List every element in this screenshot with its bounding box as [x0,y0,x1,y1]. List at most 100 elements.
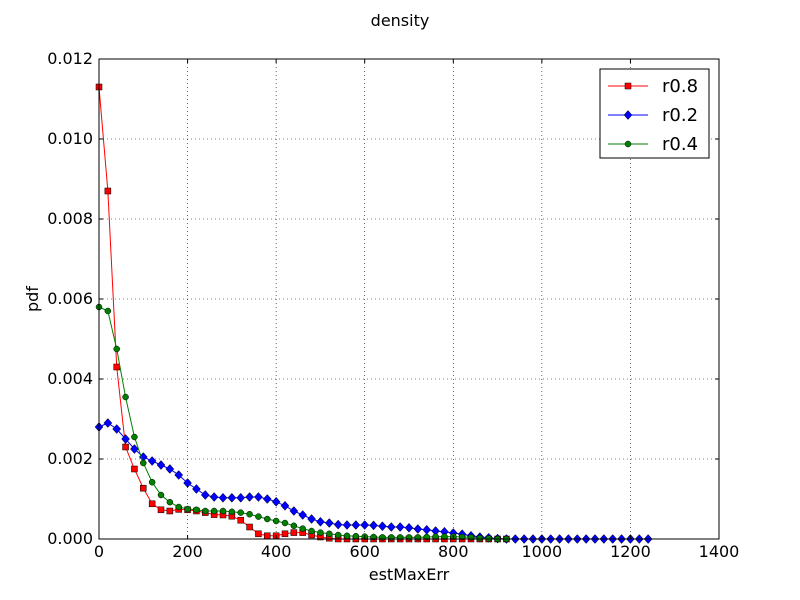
data-point-r0-2 [103,418,113,428]
data-point-r0-2 [200,490,210,500]
data-point-r0-2 [147,456,157,466]
data-point-r0-4 [210,507,218,515]
grid [99,59,719,539]
data-point-r0-8 [264,532,271,540]
data-point-r0-8 [290,529,298,536]
data-point-r0-4 [193,506,200,514]
y-tick-label: 0.006 [47,289,93,308]
data-point-r0-4 [246,510,253,518]
x-tick-label: 200 [172,542,203,561]
data-point-r0-2 [395,522,405,532]
data-point-r0-2 [324,518,334,528]
data-point-r0-4 [166,498,174,506]
y-tick-label: 0.002 [47,449,93,468]
data-point-r0-4 [184,505,191,513]
data-point-r0-4 [299,525,306,532]
data-point-r0-2 [236,492,246,503]
data-point-r0-2 [174,470,184,480]
data-point-r0-2 [271,496,281,507]
data-point-r0-2 [333,519,343,530]
data-point-r0-8 [157,506,165,514]
data-point-r0-4 [326,530,333,538]
data-point-r0-2 [360,520,370,530]
data-point-r0-4 [343,532,351,540]
legend: r0.8 r0.2 r0.4 [599,68,710,159]
x-tick-label: 0 [94,542,104,561]
data-point-r0-4 [140,459,147,467]
data-point-r0-4 [272,517,280,525]
data-point-r0-2 [227,492,237,503]
data-point-r0-2 [280,500,290,511]
legend-label-r0-8: r0.8 [662,76,698,97]
data-point-r0-8 [166,507,174,515]
data-point-r0-2 [183,478,192,488]
data-point-r0-2 [316,516,325,527]
data-point-r0-2 [378,521,387,532]
y-tick-label: 0.010 [47,129,93,148]
data-point-r0-4 [131,433,138,441]
data-point-r0-8 [237,516,244,524]
data-point-r0-2 [156,460,166,470]
data-point-r0-2 [112,424,122,434]
data-point-r0-2 [342,520,352,530]
data-point-r0-4 [334,531,342,539]
data-point-r0-8 [246,523,253,531]
data-point-r0-4 [352,532,360,540]
legend-label-r0-4: r0.4 [662,134,698,155]
data-point-r0-8 [148,500,156,508]
x-axis-label: estMaxErr [369,565,450,584]
y-tick-label: 0.008 [47,209,93,228]
data-point-r0-4 [237,509,244,516]
data-point-r0-2 [307,514,316,524]
data-point-r0-4 [122,393,129,401]
data-point-r0-8 [104,187,112,195]
data-point-r0-8 [113,363,120,371]
x-tick-label: 1400 [699,542,740,561]
data-point-r0-2 [121,434,130,444]
data-point-r0-4 [308,527,315,535]
data-point-r0-8 [131,465,138,473]
data-point-r0-2 [351,520,361,530]
legend-box [599,68,710,159]
legend-marker-r0-8 [624,82,632,90]
data-point-r0-2 [165,464,175,474]
legend-marker-r0-2 [623,110,633,120]
data-point-r0-2 [369,520,378,531]
y-axis-label: pdf [23,286,42,312]
data-point-r0-2 [404,522,414,533]
legend-marker-r0-4 [624,140,632,148]
legend-label-r0-2: r0.2 [662,105,698,126]
data-point-r0-4 [148,478,156,486]
x-tick-label: 800 [438,542,469,561]
data-point-r0-8 [140,484,147,492]
data-point-r0-8 [122,443,129,451]
data-point-r0-2 [209,492,219,502]
data-point-r0-4 [264,515,271,523]
data-point-r0-4 [157,491,165,499]
data-point-r0-2 [298,510,308,520]
data-point-r0-2 [218,492,228,503]
data-point-r0-4 [228,508,236,516]
data-point-r0-2 [386,522,396,532]
y-tick-label: 0.004 [47,369,93,388]
data-point-r0-2 [254,492,263,502]
x-tick-label: 600 [349,542,380,561]
data-point-r0-4 [175,503,182,511]
x-tick-label: 1000 [521,542,562,561]
data-point-r0-4 [219,507,227,515]
x-tick-label: 400 [261,542,292,561]
data-point-r0-2 [130,444,139,454]
data-point-r0-4 [113,345,120,353]
chart-title: density [371,11,430,30]
data-point-r0-4 [281,519,289,527]
data-point-r0-8 [255,530,262,538]
data-point-r0-4 [432,533,439,540]
y-tick-label: 0.000 [47,529,93,548]
data-point-r0-2 [413,524,423,534]
data-point-r0-4 [290,522,298,530]
data-point-r0-2 [245,492,254,502]
data-point-r0-4 [317,529,324,536]
y-tick-label: 0.012 [47,49,93,68]
data-point-r0-4 [441,533,448,540]
